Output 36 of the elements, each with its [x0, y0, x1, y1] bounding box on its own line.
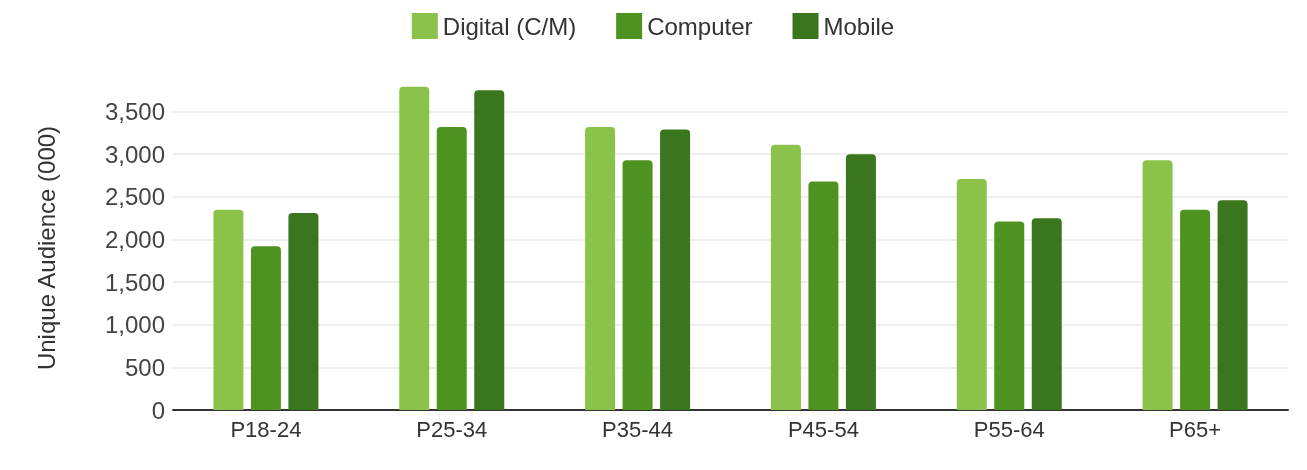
x-tick-label: P65+ [1169, 416, 1222, 442]
y-tick-label: 3,000 [104, 140, 165, 168]
y-tick-label: 2,500 [104, 183, 165, 211]
bar [288, 213, 319, 410]
bar [770, 144, 801, 410]
legend-label: Mobile [823, 12, 895, 40]
x-tick-label: P45-54 [787, 416, 859, 442]
bar [622, 160, 653, 410]
x-tick-label: P55-64 [973, 416, 1045, 442]
bar [436, 126, 467, 410]
x-tick-label: P35-44 [602, 416, 674, 442]
x-tick-label: P25-34 [416, 416, 488, 442]
bar [1031, 218, 1062, 410]
bar [808, 181, 839, 410]
y-axis-title: Unique Audience (000) [32, 125, 60, 371]
bar [250, 246, 281, 410]
bar [956, 178, 987, 410]
bar [994, 221, 1025, 410]
y-tick-label: 1,000 [104, 311, 165, 339]
bar [1180, 209, 1211, 410]
bar [213, 209, 244, 410]
x-tick-label: P18-24 [230, 416, 302, 442]
y-tick-label: 1,500 [104, 268, 165, 296]
y-tick-label: 0 [151, 396, 165, 424]
y-tick-label: 3,500 [104, 98, 165, 126]
legend-label: Digital (C/M) [442, 12, 577, 40]
y-tick-label: 500 [124, 353, 165, 381]
bar [845, 154, 876, 410]
bar [1217, 200, 1248, 410]
legend-label: Computer [647, 12, 753, 40]
y-tick-label: 2,000 [104, 225, 165, 253]
bar [1142, 160, 1173, 410]
bar [399, 86, 430, 410]
bar [585, 126, 616, 410]
bar [474, 90, 505, 410]
bar [660, 129, 691, 410]
